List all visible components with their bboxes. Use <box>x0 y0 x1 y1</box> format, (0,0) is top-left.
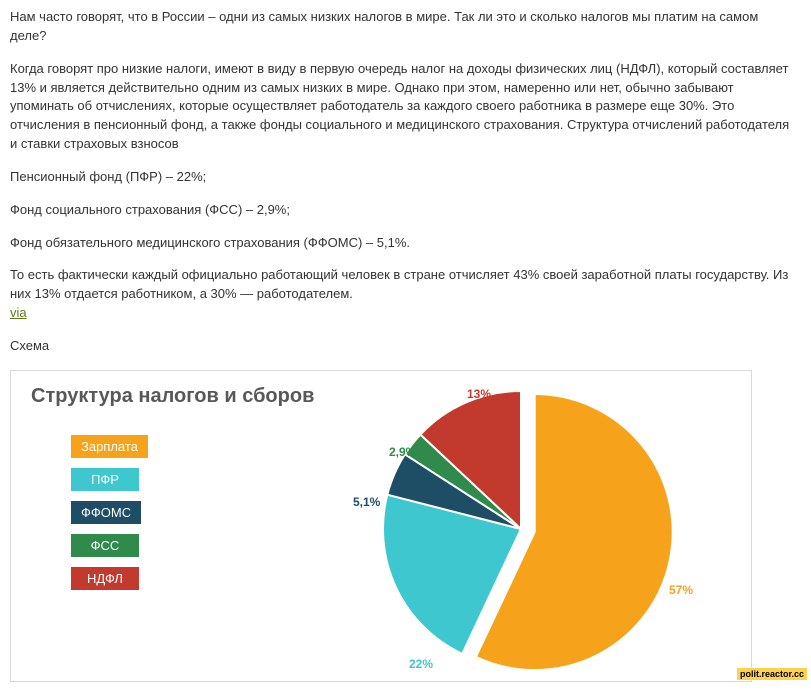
chart-container: Структура налогов и сборов Зарплата ПФР ФФ… <box>10 370 752 682</box>
pie-percent-label: 22% <box>409 657 433 671</box>
chart-legend: Зарплата ПФР ФФОМС ФСС НДФЛ <box>71 435 148 600</box>
paragraph-intro: Нам часто говорят, что в России – одни и… <box>10 8 793 46</box>
pie-percent-label: 57% <box>669 583 693 597</box>
paragraph-main: Когда говорят про низкие налоги, имеют в… <box>10 60 793 154</box>
legend-item: ФСС <box>71 534 139 557</box>
article-body: Нам часто говорят, что в России – одни и… <box>0 0 811 356</box>
bullet-ffoms: Фонд обязательного медицинского страхова… <box>10 234 793 253</box>
paragraph-summary: То есть фактически каждый официально раб… <box>10 266 793 323</box>
pie-chart <box>331 383 711 673</box>
bullet-pfr: Пенсионный фонд (ПФР) – 22%; <box>10 168 793 187</box>
pie-percent-label: 5,1% <box>353 495 380 509</box>
legend-item: НДФЛ <box>71 567 139 590</box>
watermark: polit.reactor.cc <box>737 668 807 680</box>
chart-title: Структура налогов и сборов <box>31 385 314 408</box>
pie-wrap: 57% 22% 5,1% 2,9% 13% <box>331 383 711 673</box>
legend-item: Зарплата <box>71 435 148 458</box>
legend-item: ФФОМС <box>71 501 141 524</box>
summary-text: То есть фактически каждый официально раб… <box>10 267 788 301</box>
bullet-fss: Фонд социального страхования (ФСС) – 2,9… <box>10 201 793 220</box>
pie-percent-label: 13% <box>467 387 491 401</box>
scheme-label: Схема <box>10 337 793 356</box>
bullet-list: Пенсионный фонд (ПФР) – 22%; Фонд социал… <box>10 168 793 253</box>
via-link[interactable]: via <box>10 305 27 320</box>
legend-item: ПФР <box>71 468 139 491</box>
pie-percent-label: 2,9% <box>389 445 416 459</box>
